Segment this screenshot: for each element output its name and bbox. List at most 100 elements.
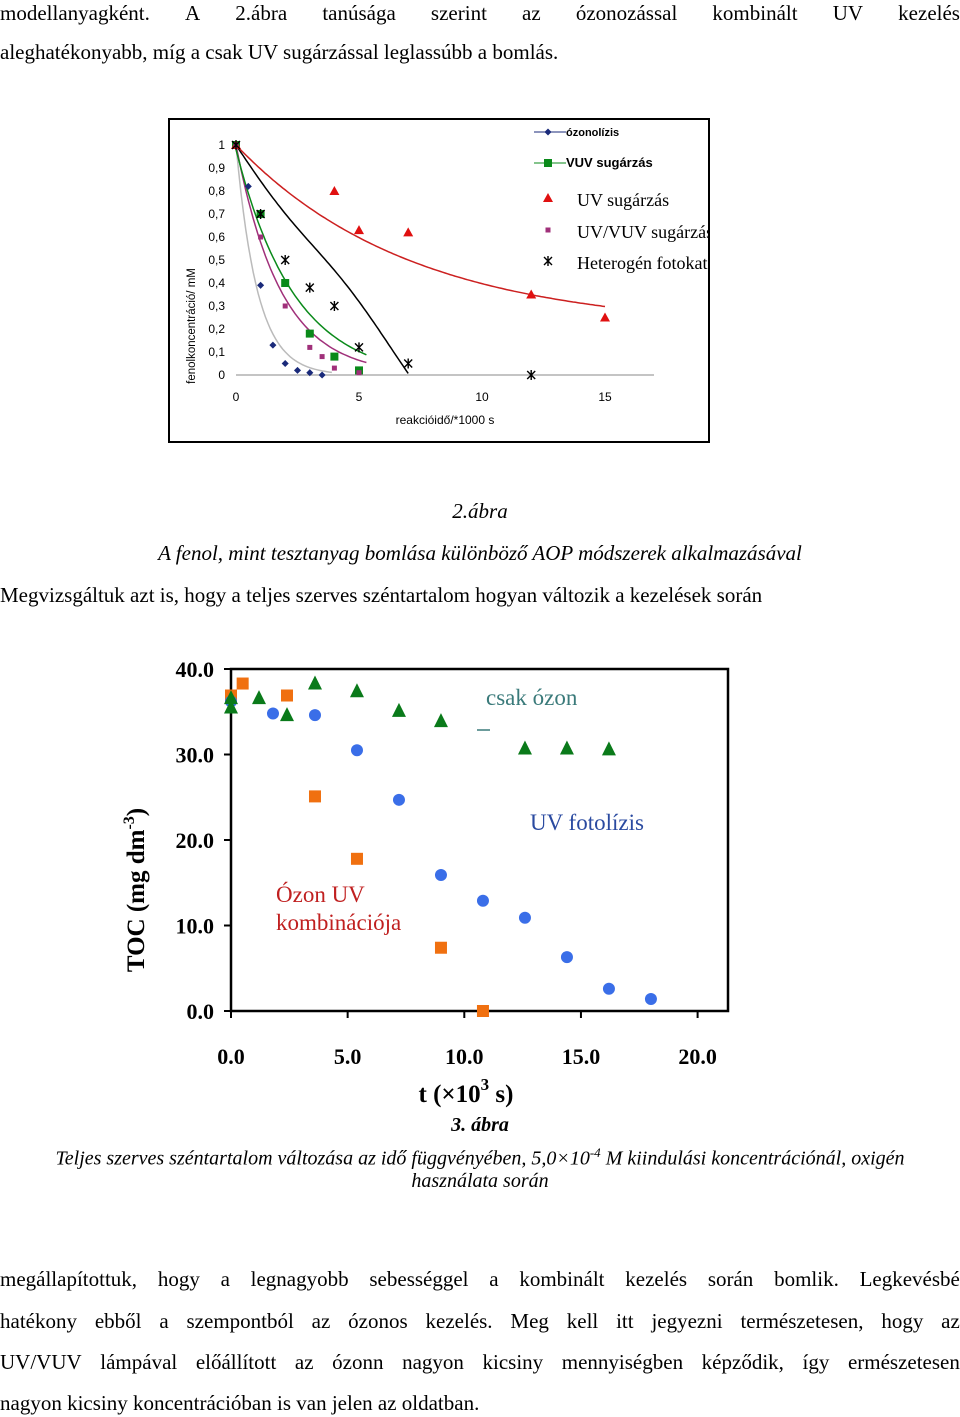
figure-3-xlabel-sup: 3 (481, 1075, 490, 1094)
y-tick-label: 0,2 (208, 322, 225, 336)
word: a (220, 1267, 230, 1291)
word: hatékony (0, 1309, 77, 1333)
figure-3-ylabel-main: TOC (mg dm (123, 829, 150, 972)
word: ózonozással (575, 1, 678, 25)
y-tick-label: 20.0 (176, 828, 215, 853)
point-hetero (256, 209, 266, 219)
figure-3-xticks: 0.0 5.0 10.0 15.0 20.0 (217, 1011, 717, 1069)
outro-line-1: megállapítottuk, hogy a legnagyobb sebességg… (0, 1266, 960, 1292)
legend-label: VUV sugárzás (566, 155, 653, 170)
point-uv-photolysis (644, 993, 657, 1006)
point-uv-photolysis (308, 709, 321, 722)
word: modellanyagként. (0, 1, 150, 25)
point-uv-vuv (356, 370, 362, 376)
word: A (185, 1, 201, 25)
word: kombinált (519, 1267, 605, 1291)
figure-2-xticks: 0 5 10 15 (233, 390, 612, 404)
point-uv-photolysis (434, 869, 447, 882)
point-uv-vuv (319, 354, 325, 360)
point-ozone-uv (280, 689, 293, 702)
point-ozonolysis (281, 359, 289, 368)
word: természetesen, (740, 1309, 864, 1333)
word: a (489, 1267, 499, 1291)
word: legnagyobb (250, 1267, 349, 1291)
legend-label: ózonolízis (566, 127, 619, 139)
point-ozone-uv (236, 677, 249, 690)
point-hetero (280, 255, 290, 265)
point-hetero (305, 282, 315, 293)
point-uv-photolysis (602, 982, 615, 995)
x-tick-label: 5.0 (334, 1044, 362, 1069)
y-tick-label: 0.0 (187, 999, 215, 1024)
word: előállított (195, 1350, 277, 1374)
word: kicsiny (482, 1350, 544, 1374)
point-ozone-uv (308, 790, 321, 803)
word: Legkevésbé (859, 1267, 960, 1291)
word: kell (566, 1309, 599, 1333)
figure-3-xlabel-end: s) (489, 1081, 513, 1108)
point-vuv (281, 279, 290, 287)
word: megállapítottuk, (0, 1267, 138, 1291)
point-uv-photolysis (266, 707, 279, 720)
word: az (522, 1, 541, 25)
point-ozone-uv (476, 1005, 489, 1017)
y-tick-label: 30.0 (176, 743, 215, 768)
word: bomlik. (774, 1267, 839, 1291)
point-uv-vuv (282, 303, 288, 309)
word: UV (832, 1, 864, 25)
word: hogy (157, 1267, 200, 1291)
word: az (294, 1350, 314, 1374)
point-hetero (231, 140, 241, 150)
figure-2-legend: ózonolízis VUV sugárzás UV sugárzás UV/VUV … (513, 123, 745, 288)
point-uv-vuv (307, 344, 313, 350)
point-hetero (329, 301, 339, 311)
middle-text: Megvizsgáltuk azt is, hogy a teljes szer… (0, 583, 763, 607)
label-uv-fotolizis: UV fotolízis (530, 810, 644, 835)
outro-line-3: UV/VUV lámpával előállított az ózonn nagyon ki… (0, 1349, 960, 1375)
word: sebességgel (369, 1267, 469, 1291)
point-ozonolysis (293, 366, 302, 374)
point-ozone (433, 713, 448, 728)
word: ebből (94, 1309, 142, 1333)
point-uv (329, 186, 340, 195)
y-tick-label: 0,7 (208, 207, 225, 221)
point-ozone (251, 690, 266, 705)
legend-label: UV sugárzás (577, 190, 669, 210)
point-uv (354, 225, 364, 235)
figure-3-caption-2: használata során (411, 1170, 549, 1192)
y-tick-label: 0,1 (208, 345, 225, 359)
figure-3-series (224, 675, 657, 1017)
x-tick-label: 10.0 (445, 1044, 484, 1069)
y-tick-label: 10.0 (176, 914, 215, 939)
point-ozone (517, 740, 532, 755)
fit-vuv (235, 149, 367, 356)
word: az (311, 1309, 331, 1333)
word: képződik, (701, 1350, 784, 1374)
figure-3-yticks: 40.0 30.0 20.0 10.0 0.0 (176, 657, 231, 1024)
point-uv (543, 193, 553, 202)
point-hetero (526, 370, 536, 380)
fit-uv (235, 144, 606, 308)
figure-2-caption: A fenol, mint tesztanyag bomlása különbö… (158, 541, 802, 565)
x-tick-label: 15 (598, 390, 612, 404)
y-tick-label: 0,5 (208, 253, 225, 267)
label-csak-ozon: csak ózon (486, 685, 578, 710)
word: jegyezni (651, 1309, 723, 1333)
fit-uv-vuv (235, 144, 367, 364)
figure-2-series (231, 140, 610, 380)
word: kezelés. (425, 1309, 493, 1333)
figure-3-chart: TOC (mg dm-3) 40.0 30.0 20.0 10.0 0.0 0.0 5.0… (121, 657, 730, 1108)
y-tick-label: 40.0 (176, 657, 215, 682)
word: mennyiségben (561, 1350, 684, 1374)
point-ozone (224, 690, 238, 705)
point-uv-photolysis (518, 911, 531, 924)
point-uv-vuv (545, 227, 551, 233)
figure-2-xlabel: reakcióidő/*1000 s (396, 413, 495, 427)
point-uv-vuv (258, 234, 264, 240)
y-tick-label: 0,9 (208, 161, 225, 175)
y-tick-label: 1 (218, 138, 225, 152)
x-tick-label: 5 (356, 390, 363, 404)
fit-hetero (235, 144, 409, 374)
point-uv-vuv (331, 365, 337, 371)
point-ozone (307, 675, 322, 690)
